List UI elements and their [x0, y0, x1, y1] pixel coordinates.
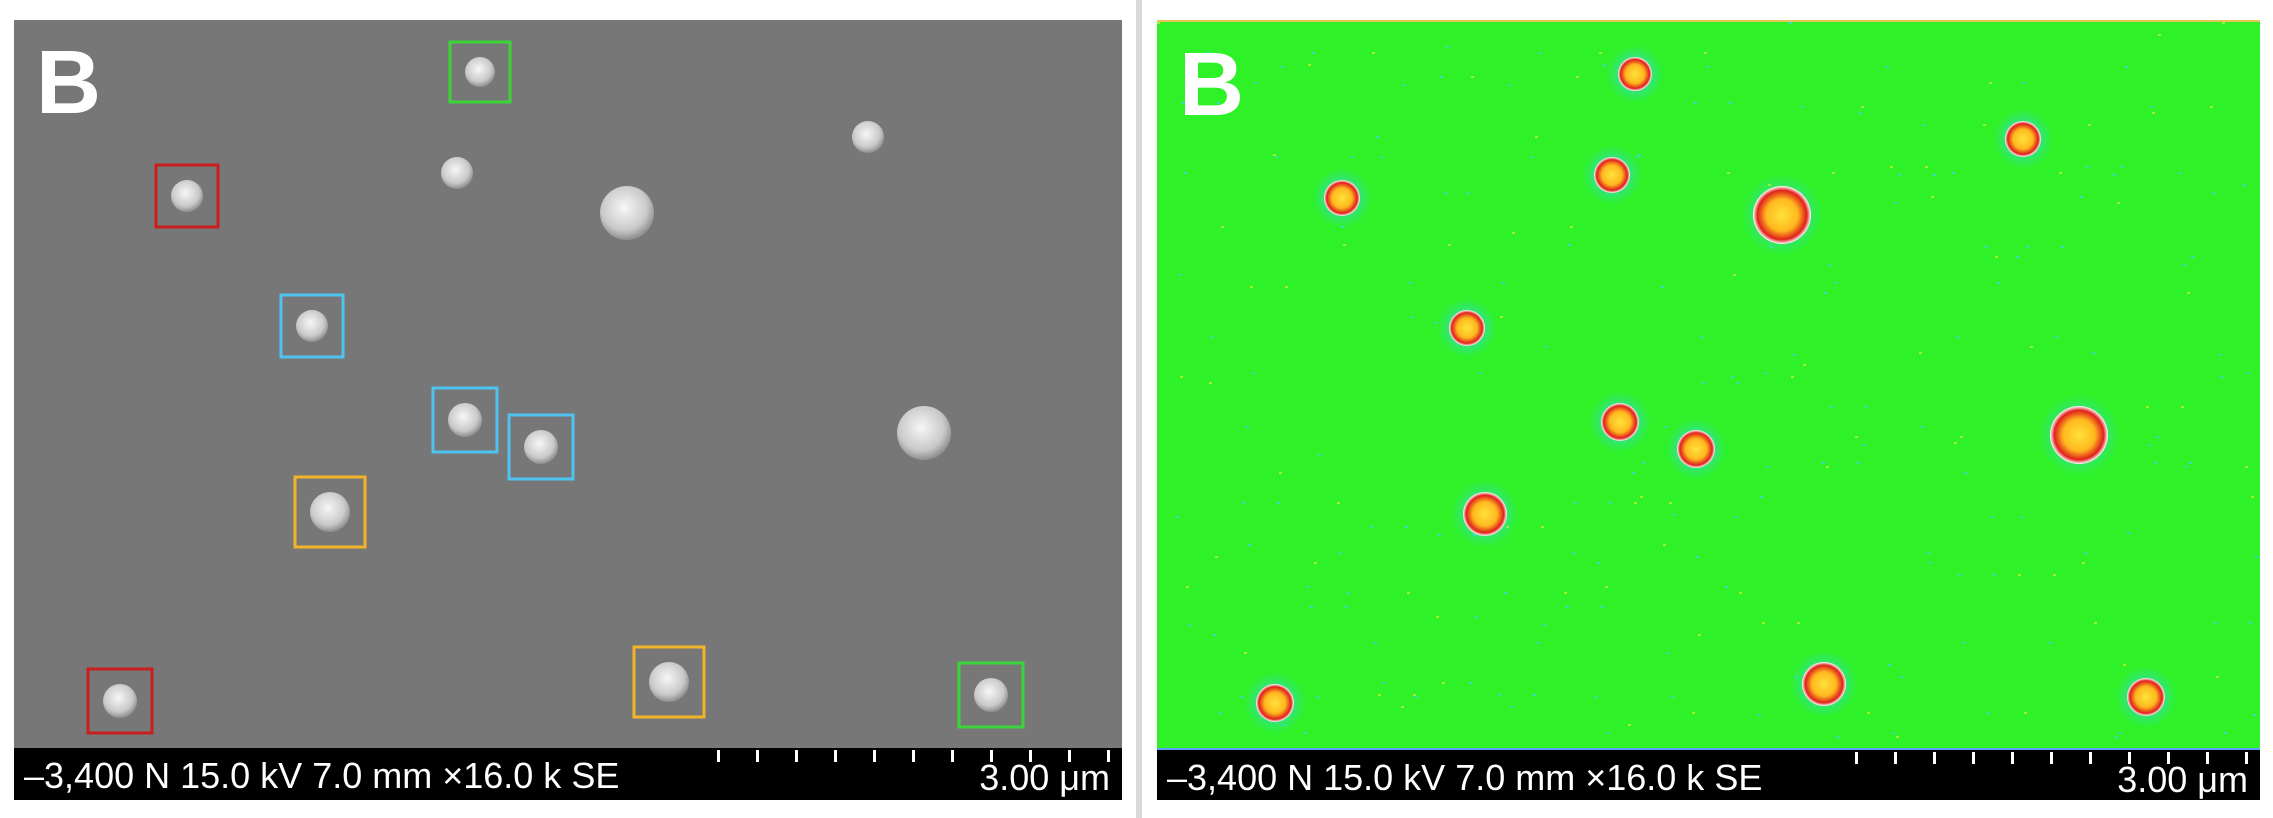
particle — [600, 186, 654, 240]
highlight-box — [448, 40, 512, 104]
scale-ticks — [1855, 752, 2248, 764]
particle — [465, 57, 495, 87]
particle — [524, 430, 558, 464]
heatmap-particle — [1324, 180, 1360, 216]
heatmap-micrograph — [1157, 22, 2258, 738]
particle — [448, 403, 482, 437]
heatmap-particle — [1802, 662, 1846, 706]
heatmap-particle — [1753, 186, 1811, 244]
highlight-box — [507, 413, 575, 481]
highlight-box — [431, 386, 499, 454]
particle — [171, 180, 203, 212]
panel-label: B — [36, 33, 101, 133]
heatmap-image-panel: B –3,400 N 15.0 kV 7.0 mm ×16.0 k SE 3.0… — [1157, 20, 2260, 800]
sem-metadata: –3,400 N 15.0 kV 7.0 mm ×16.0 k SE — [1167, 757, 1763, 798]
particle — [852, 121, 884, 153]
heatmap-particle — [2005, 121, 2041, 157]
scale-ticks — [717, 750, 1110, 762]
scale-bar-label: 3.00 μm — [2117, 759, 2248, 800]
particle — [441, 157, 473, 189]
heatmap-particle — [1449, 310, 1485, 346]
particle — [897, 406, 951, 460]
highlight-box — [86, 667, 154, 735]
highlight-box — [632, 645, 706, 719]
heatmap-particle — [2050, 406, 2108, 464]
sem-micrograph — [86, 40, 1025, 735]
highlight-box — [279, 293, 345, 359]
particle — [296, 310, 328, 342]
panel-divider — [1136, 0, 1142, 818]
heatmap-particle — [1601, 403, 1639, 441]
particle — [103, 684, 137, 718]
sem-info-bar: –3,400 N 15.0 kV 7.0 mm ×16.0 k SE 3.00 … — [14, 748, 1122, 800]
heatmap-particle — [1594, 157, 1630, 193]
highlight-box — [293, 475, 367, 549]
heatmap-particle — [1256, 684, 1294, 722]
sem-metadata: –3,400 N 15.0 kV 7.0 mm ×16.0 k SE — [24, 755, 620, 796]
heatmap-particle — [1463, 492, 1507, 536]
scale-bar-label: 3.00 μm — [979, 757, 1110, 798]
highlight-box — [957, 661, 1025, 729]
heatmap-particle — [1618, 57, 1652, 91]
particle — [649, 662, 689, 702]
particle — [974, 678, 1008, 712]
heatmap-particle — [2127, 678, 2165, 716]
heatmap-particle — [1677, 430, 1715, 468]
panel-label: B — [1179, 35, 1244, 135]
particle — [310, 492, 350, 532]
sem-image-panel: B –3,400 N 15.0 kV 7.0 mm ×16.0 k SE 3.0… — [14, 20, 1122, 800]
sem-info-bar: –3,400 N 15.0 kV 7.0 mm ×16.0 k SE 3.00 … — [1157, 748, 2260, 800]
highlight-box — [154, 163, 220, 229]
